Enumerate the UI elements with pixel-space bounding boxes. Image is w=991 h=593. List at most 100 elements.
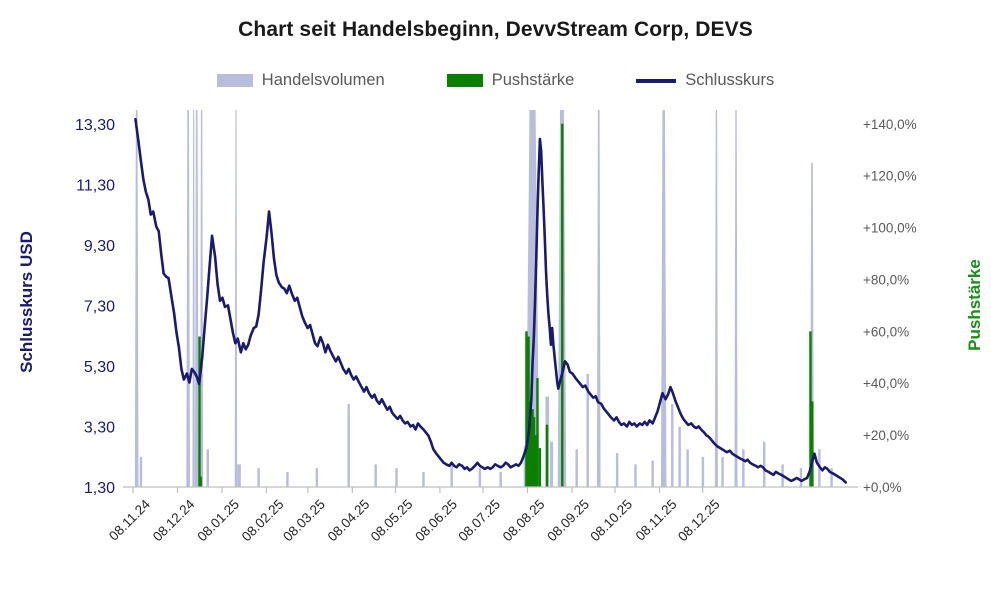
- volume-bar: [186, 110, 190, 487]
- volume-bar: [660, 110, 667, 487]
- x-axis-tick-label: 08.07.25: [455, 497, 503, 545]
- volume-bar: [762, 441, 766, 487]
- volume-bar: [634, 464, 637, 487]
- push-bar: [536, 378, 539, 487]
- chart-title: Chart seit Handelsbeginn, DevvStream Cor…: [238, 18, 753, 41]
- y-axis-left-ticks: 13,30 11,30 9,30 7,30 5,30 3,30 1,30: [75, 117, 115, 497]
- x-axis-tick-label: 08.06.25: [412, 497, 460, 545]
- volume-bar: [678, 426, 681, 487]
- volume-bar: [734, 110, 738, 487]
- volume-bar: [374, 464, 377, 487]
- legend-label-pushstaerke: Pushstärke: [491, 71, 575, 89]
- price-line-swatch-icon: [636, 78, 677, 83]
- volume-bar: [234, 110, 238, 487]
- volume-bar: [742, 449, 745, 487]
- y-axis-left-tick-label: 1,30: [84, 480, 115, 497]
- push-bar: [532, 416, 536, 487]
- volume-bar: [799, 468, 803, 487]
- volume-bar: [422, 471, 425, 487]
- volume-bar: [395, 468, 398, 487]
- y-axis-right-ticks: +140,0% +120,0% +100,0% +80,0% +60,0% +40,0% +…: [863, 117, 917, 495]
- x-axis-tick-label: 08.04.25: [325, 497, 373, 545]
- y-axis-right-tick-label: +120,0%: [863, 169, 917, 184]
- x-axis-tick-label: 08.09.25: [544, 497, 592, 545]
- volume-bar: [478, 468, 482, 487]
- x-axis-tick-label: 08.12.25: [675, 497, 723, 545]
- volume-bar: [139, 456, 143, 487]
- push-bar: [525, 331, 528, 487]
- x-axis-ticks: 08.11.2408.12.2408.01.2508.02.2508.03.25…: [106, 496, 723, 544]
- axis-group: [123, 486, 858, 493]
- x-axis-tick-label: 08.01.25: [194, 497, 242, 545]
- chart-legend: Handelsvolumen Pushstärke Schlusskurs: [0, 71, 991, 90]
- legend-label-handelsvolumen: Handelsvolumen: [261, 71, 385, 89]
- volume-bar: [721, 456, 724, 487]
- y-axis-right-tick-label: +40,0%: [863, 376, 909, 391]
- x-axis-tick-label: 08.02.25: [239, 497, 287, 545]
- y-axis-right-tick-label: +0,0%: [863, 480, 902, 495]
- volume-bar: [200, 110, 204, 487]
- volume-bar: [237, 464, 241, 487]
- x-axis-tick-label: 08.08.25: [500, 497, 548, 545]
- y-axis-right-tick-label: +80,0%: [863, 272, 909, 287]
- volume-bar: [134, 110, 139, 487]
- x-axis-tick-label: 08.10.25: [587, 497, 635, 545]
- volume-bar: [615, 453, 619, 487]
- push-bar: [529, 401, 532, 487]
- push-bar: [199, 476, 202, 487]
- legend-label-schlusskurs: Schlusskurs: [685, 71, 775, 89]
- volume-bar: [499, 471, 502, 487]
- push-bar: [809, 331, 812, 487]
- x-axis-tick-label: 08.12.24: [150, 496, 198, 544]
- y-axis-right-tick-label: +60,0%: [863, 324, 909, 339]
- volume-bar: [523, 445, 527, 487]
- x-axis-tick-label: 08.11.24: [106, 496, 153, 543]
- x-axis-tick-label: 08.05.25: [368, 497, 416, 545]
- volume-bar: [315, 468, 319, 487]
- y-axis-left-tick-label: 11,30: [76, 177, 115, 194]
- volume-bar: [671, 404, 674, 487]
- push-bar: [534, 435, 537, 487]
- volume-bar: [450, 464, 453, 487]
- push-bar: [531, 409, 534, 487]
- y-axis-right-tick-label: +140,0%: [863, 117, 917, 132]
- legend-item-handelsvolumen[interactable]: Handelsvolumen: [216, 71, 385, 90]
- x-axis-tick-label: 08.03.25: [280, 497, 328, 545]
- push-bar: [545, 424, 549, 487]
- volume-bar: [347, 404, 350, 487]
- y-axis-right-tick-label: +100,0%: [863, 221, 917, 236]
- y-axis-left-tick-label: 7,30: [84, 298, 115, 315]
- volume-bar: [257, 468, 260, 487]
- push-bars-group: [198, 123, 814, 487]
- legend-item-schlusskurs[interactable]: Schlusskurs: [636, 71, 774, 90]
- price-line-group: [134, 117, 848, 484]
- volume-bar: [686, 449, 689, 487]
- y-axis-left-tick-label: 3,30: [84, 419, 115, 436]
- y-axis-left-tick-label: 13,30: [75, 117, 115, 134]
- volume-bar: [586, 373, 589, 487]
- price-line: [134, 117, 848, 484]
- push-swatch-icon: [446, 74, 483, 87]
- push-bar: [527, 336, 530, 487]
- legend-item-pushstaerke[interactable]: Pushstärke: [446, 71, 575, 90]
- y-axis-left-tick-label: 5,30: [84, 359, 115, 376]
- volume-bar: [596, 110, 601, 487]
- volume-bar: [575, 449, 578, 487]
- x-axis-tick-label: 08.11.25: [633, 497, 680, 544]
- y-axis-right-tick-label: +20,0%: [863, 428, 909, 443]
- volume-bar: [714, 110, 718, 487]
- volume-bar: [550, 441, 554, 487]
- push-bar: [198, 336, 201, 487]
- volume-bar: [701, 456, 705, 487]
- push-bar: [811, 401, 814, 487]
- volume-bar: [286, 471, 289, 487]
- push-bar: [538, 448, 542, 487]
- push-bar: [561, 123, 564, 487]
- volume-bar: [830, 468, 833, 487]
- volume-bars-group: [134, 110, 833, 487]
- volume-bar: [192, 110, 195, 487]
- volume-swatch-icon: [216, 74, 253, 87]
- y-axis-left-tick-label: 9,30: [84, 238, 115, 255]
